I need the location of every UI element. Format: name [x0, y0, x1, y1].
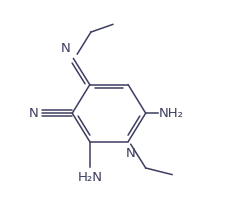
Text: H₂N: H₂N — [77, 171, 102, 184]
Text: N: N — [29, 107, 39, 120]
Text: N: N — [125, 147, 135, 160]
Text: N: N — [60, 42, 70, 55]
Text: NH₂: NH₂ — [158, 107, 183, 120]
